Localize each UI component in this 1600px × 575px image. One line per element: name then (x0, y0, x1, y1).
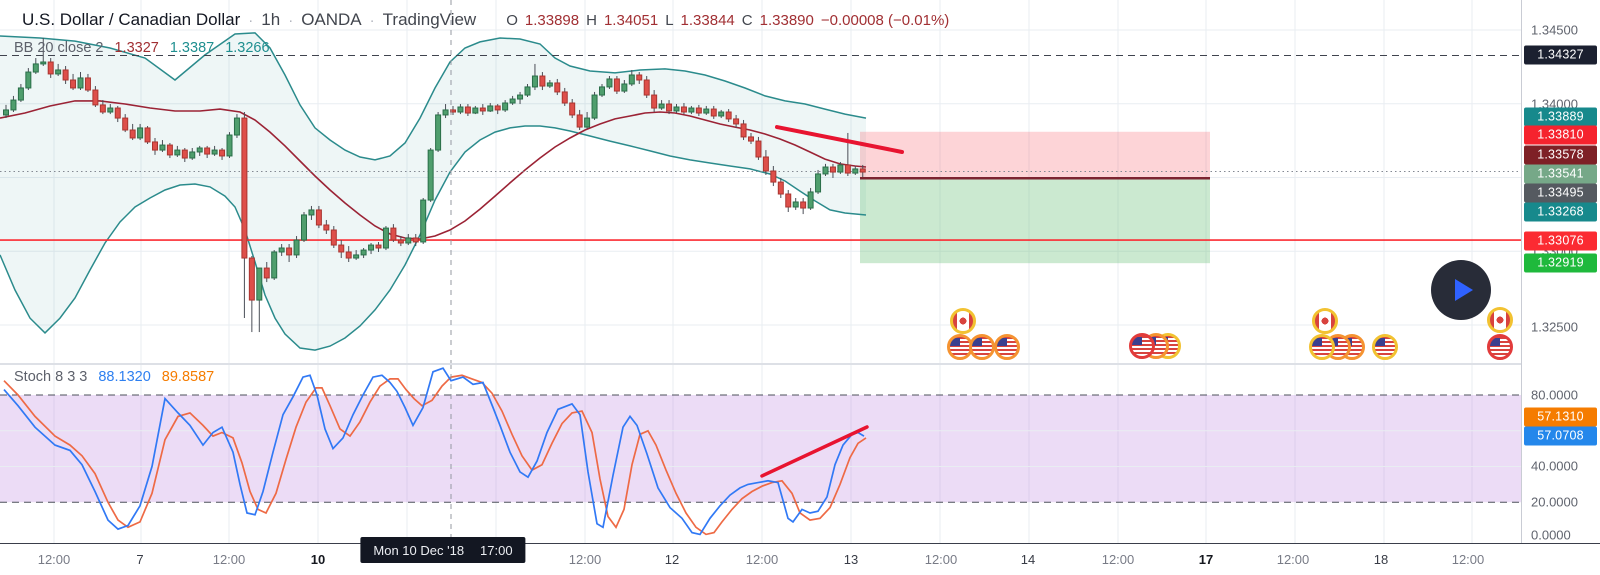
high-value: 1.34051 (603, 12, 659, 29)
price-badge: 1.33889 (1524, 107, 1597, 127)
time-axis-label: 12 (664, 552, 680, 567)
economic-event-flag-us[interactable] (1487, 334, 1513, 360)
bb-lower-value: 1.3266 (225, 40, 270, 56)
pane-separator-handle[interactable] (0, 363, 1521, 365)
economic-event-flag-ca[interactable] (950, 308, 976, 334)
short-profit-zone[interactable] (860, 178, 1210, 264)
stoch-k-line (3, 367, 865, 536)
low-label: L (665, 12, 674, 29)
stoch-indicator-legend: Stoch 8 3 3 88.1320 89.8587 (14, 369, 214, 385)
economic-event-flag-ca[interactable] (1487, 307, 1513, 333)
time-axis-label: 12:00 (745, 552, 779, 567)
change-value: −0.00008 (−0.01%) (820, 12, 950, 29)
bb-legend-title[interactable]: BB 20 close 2 (14, 40, 104, 56)
time-axis-label: 18 (1373, 552, 1389, 567)
ohlc-values: O 1.33898 H 1.34051 L 1.33844 C 1.33890 … (506, 12, 949, 29)
tooltip-date: Mon 10 Dec '18 (373, 542, 465, 558)
stoch-k-value: 88.1320 (98, 369, 151, 385)
stoch-band-fill (0, 395, 1521, 503)
exchange-label: OANDA (301, 10, 362, 29)
tooltip-time: 17:00 (480, 542, 513, 558)
title-separator: · (369, 12, 375, 29)
price-badge: 57.1310 (1524, 407, 1597, 427)
price-badge: 1.33541 (1524, 164, 1597, 184)
price-badge: 1.32919 (1524, 253, 1597, 273)
title-separator: · (248, 12, 254, 29)
open-label: O (506, 12, 518, 29)
play-icon (1454, 279, 1473, 301)
economic-event-flag-us[interactable] (1129, 333, 1155, 359)
brand-label: TradingView (382, 10, 477, 29)
price-badge: 1.33810 (1524, 125, 1597, 145)
price-badge: 1.33268 (1524, 202, 1597, 222)
bb-basis-line (0, 100, 867, 240)
price-axis-label: 80.0000 (1531, 387, 1578, 403)
high-label: H (586, 12, 597, 29)
stoch-trendline[interactable] (760, 425, 869, 478)
close-value: 1.33890 (759, 12, 814, 29)
economic-event-flag-us[interactable] (1372, 334, 1398, 360)
price-badge: 1.34327 (1524, 45, 1597, 65)
main-chart-pane[interactable] (0, 0, 1521, 364)
price-axis-label: 0.0000 (1531, 527, 1571, 543)
low-value: 1.33844 (680, 12, 735, 29)
time-axis-label: 10 (310, 552, 326, 567)
economic-event-flag-us[interactable] (969, 334, 995, 360)
economic-event-flag-us[interactable] (994, 334, 1020, 360)
time-axis-label: 13 (843, 552, 859, 567)
time-axis-label: 12:00 (37, 552, 71, 567)
time-axis-label: 17 (1198, 552, 1214, 567)
time-axis-label: 12:00 (1276, 552, 1310, 567)
stoch-legend-title[interactable]: Stoch 8 3 3 (14, 369, 88, 385)
time-axis-label: 12:00 (212, 552, 246, 567)
title-separator: · (288, 12, 294, 29)
bb-upper-value: 1.3387 (169, 40, 215, 56)
economic-event-flag-us[interactable] (1309, 334, 1335, 360)
chart-legend: U.S. Dollar / Canadian Dollar · 1h · OAN… (22, 10, 949, 30)
replay-play-button[interactable] (1431, 260, 1491, 320)
price-axis-label: 1.32500 (1531, 319, 1578, 335)
bb-indicator-legend: BB 20 close 2 1.3327 1.3387 1.3266 (14, 40, 270, 56)
symbol-title[interactable]: U.S. Dollar / Canadian Dollar (22, 10, 241, 29)
time-axis-label: 14 (1020, 552, 1036, 567)
price-axis-label: 40.0000 (1531, 458, 1578, 474)
close-label: C (741, 12, 753, 29)
price-badge: 57.0708 (1524, 426, 1597, 446)
time-axis-label: 12:00 (568, 552, 602, 567)
time-axis-label: 12:00 (1451, 552, 1485, 567)
short-risk-zone[interactable] (860, 131, 1210, 179)
time-axis[interactable]: Mon 10 Dec '18 17:00 12:00 7 12:00 10 12:00 1… (0, 537, 1600, 575)
time-axis-label: 12:00 (1101, 552, 1135, 567)
stoch-d-line (3, 374, 867, 536)
bb-basis-value: 1.3327 (114, 40, 159, 56)
timeframe-label[interactable]: 1h (261, 10, 281, 29)
price-axis-label: 20.0000 (1531, 494, 1578, 510)
economic-event-flag-ca[interactable] (1312, 308, 1338, 334)
time-axis-label: 12:00 (924, 552, 958, 567)
stoch-d-value: 89.8587 (161, 369, 215, 385)
price-badge: 1.33495 (1524, 183, 1597, 203)
resistance-trendline[interactable] (775, 125, 904, 154)
price-axis-label: 1.34500 (1531, 22, 1578, 38)
price-axis[interactable]: 1.34500 1.34000 1.33000 1.32500 80.0000 40.00… (1521, 0, 1600, 543)
candlestick-series (3, 37, 866, 333)
bb-upper-band (0, 32, 867, 161)
price-badge: 1.33578 (1524, 145, 1597, 165)
stoch-indicator-pane[interactable] (0, 364, 1521, 543)
price-badge: 1.33076 (1524, 231, 1597, 251)
time-axis-label: 7 (136, 552, 144, 567)
crosshair-time-tooltip: Mon 10 Dec '18 17:00 (360, 537, 526, 563)
open-value: 1.33898 (524, 12, 580, 29)
bb-lower-band (0, 125, 867, 351)
